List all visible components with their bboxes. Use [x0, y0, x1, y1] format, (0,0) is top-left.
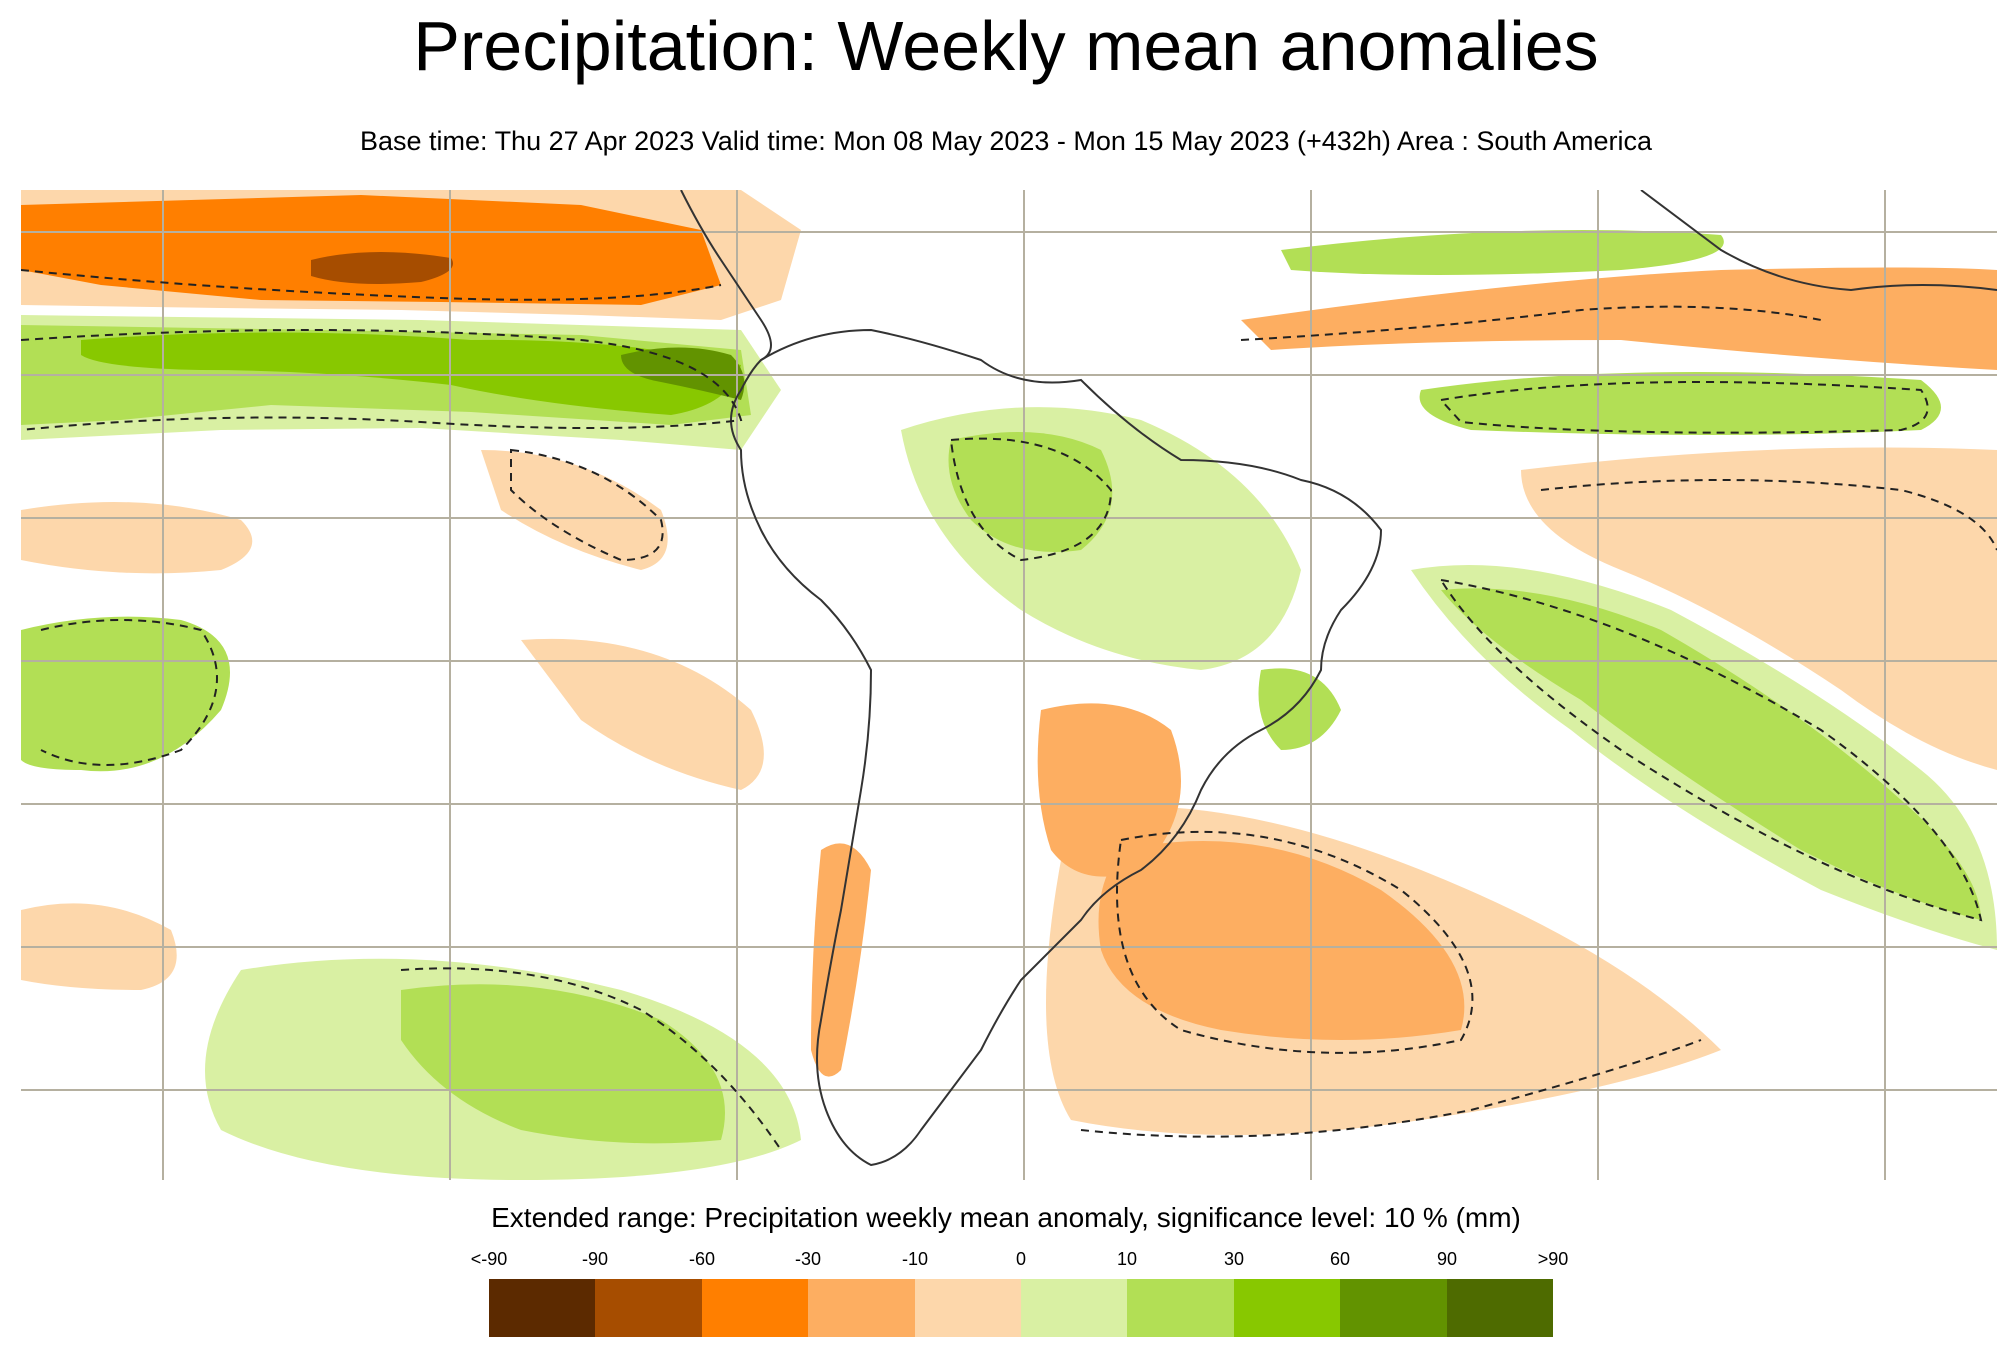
legend-swatch — [1020, 1279, 1128, 1337]
page-title: Precipitation: Weekly mean anomalies — [413, 7, 1599, 85]
dry-region-uruguay — [1037, 703, 1181, 877]
dry-region-mid-atlantic — [1521, 447, 1997, 770]
anomaly-map — [21, 190, 1997, 1180]
legend-tick: -90 — [581, 1249, 608, 1269]
dry-patch-pacific-1 — [21, 502, 253, 574]
legend-tick: 60 — [1329, 1249, 1351, 1269]
legend-tick: -60 — [688, 1249, 715, 1269]
dry-patch-pacific-2 — [481, 450, 668, 570]
south-america-outline — [730, 328, 1383, 1167]
wet-region-southeast-brazil — [1258, 668, 1341, 750]
legend-tick: 10 — [1116, 1249, 1138, 1269]
legend-tick: <-90 — [470, 1249, 508, 1269]
wet-region-caribbean — [1281, 230, 1724, 275]
legend-ticks: <-90 -90 -60 -30 -10 0 10 30 60 90 >90 — [0, 1248, 2012, 1272]
north-america-outline — [1640, 190, 1997, 292]
wet-region-south-atlantic-core — [1441, 588, 1981, 920]
legend-tick: 30 — [1223, 1249, 1245, 1269]
legend-swatch — [1233, 1279, 1341, 1337]
wet-region-south-pacific-core — [401, 984, 725, 1144]
wet-region-equatorial-pacific-core — [81, 332, 741, 415]
legend-tick: -30 — [794, 1249, 821, 1269]
wet-region-west-pacific — [21, 616, 230, 772]
page-subtitle: Base time: Thu 27 Apr 2023 Valid time: M… — [360, 126, 1652, 156]
legend-tick: 90 — [1436, 1249, 1458, 1269]
dry-patch-pacific-3 — [521, 638, 764, 790]
legend-swatch — [595, 1279, 702, 1337]
wet-region-amazon — [948, 432, 1113, 552]
dry-region-tropical-atlantic — [1241, 267, 1997, 370]
wet-region-equatorial-pacific-peak — [621, 347, 745, 400]
legend-swatch — [1127, 1279, 1234, 1337]
legend-swatch — [701, 1279, 809, 1337]
significance-contours — [21, 269, 1997, 1151]
legend-swatch — [914, 1279, 1021, 1337]
legend-tick: >90 — [1537, 1249, 1569, 1269]
central-america-outline — [680, 190, 772, 361]
legend-swatch — [1446, 1279, 1553, 1337]
legend-tick: 0 — [1015, 1249, 1026, 1269]
dry-region-chile — [811, 843, 871, 1077]
legend-swatch — [1340, 1279, 1447, 1337]
legend-tick: -10 — [901, 1249, 928, 1269]
legend-swatch — [808, 1279, 915, 1337]
dry-region-north-pacific-peak — [311, 251, 453, 284]
wet-region-north-atlantic — [1419, 372, 1941, 435]
legend-title: Extended range: Precipitation weekly mea… — [491, 1202, 1521, 1233]
legend-color-bar — [489, 1279, 1553, 1337]
legend-swatch — [489, 1279, 596, 1337]
dry-region-north-pacific-core — [21, 195, 721, 305]
dry-region-south-atlantic-core — [1098, 841, 1465, 1040]
